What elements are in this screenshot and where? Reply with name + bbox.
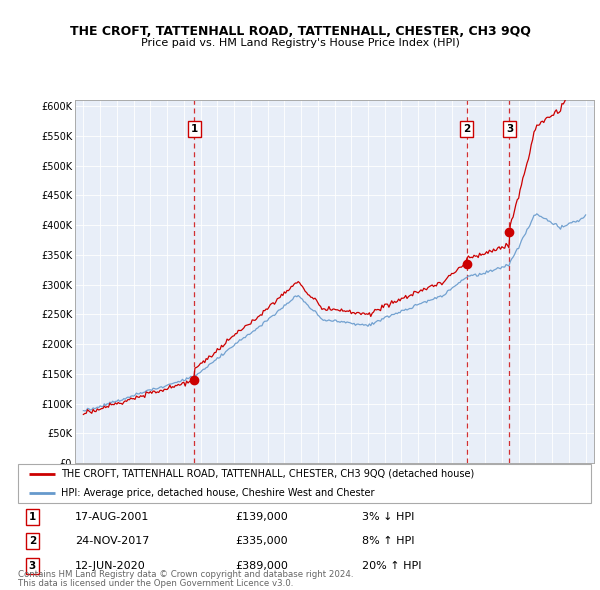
Text: 17-AUG-2001: 17-AUG-2001 bbox=[76, 512, 149, 522]
Text: 3: 3 bbox=[29, 560, 36, 571]
Text: 1: 1 bbox=[191, 124, 198, 135]
Text: 8% ↑ HPI: 8% ↑ HPI bbox=[362, 536, 415, 546]
Text: £335,000: £335,000 bbox=[236, 536, 289, 546]
Text: £139,000: £139,000 bbox=[236, 512, 289, 522]
Text: 3% ↓ HPI: 3% ↓ HPI bbox=[362, 512, 414, 522]
Text: THE CROFT, TATTENHALL ROAD, TATTENHALL, CHESTER, CH3 9QQ: THE CROFT, TATTENHALL ROAD, TATTENHALL, … bbox=[70, 25, 530, 38]
Text: THE CROFT, TATTENHALL ROAD, TATTENHALL, CHESTER, CH3 9QQ (detached house): THE CROFT, TATTENHALL ROAD, TATTENHALL, … bbox=[61, 469, 474, 479]
Text: Contains HM Land Registry data © Crown copyright and database right 2024.: Contains HM Land Registry data © Crown c… bbox=[18, 571, 353, 579]
Text: 20% ↑ HPI: 20% ↑ HPI bbox=[362, 560, 421, 571]
Text: 12-JUN-2020: 12-JUN-2020 bbox=[76, 560, 146, 571]
Text: Price paid vs. HM Land Registry's House Price Index (HPI): Price paid vs. HM Land Registry's House … bbox=[140, 38, 460, 48]
Text: HPI: Average price, detached house, Cheshire West and Chester: HPI: Average price, detached house, Ches… bbox=[61, 488, 374, 498]
Text: This data is licensed under the Open Government Licence v3.0.: This data is licensed under the Open Gov… bbox=[18, 579, 293, 588]
Text: 24-NOV-2017: 24-NOV-2017 bbox=[76, 536, 149, 546]
Text: 2: 2 bbox=[463, 124, 470, 135]
Text: 2: 2 bbox=[29, 536, 36, 546]
Text: £389,000: £389,000 bbox=[236, 560, 289, 571]
Text: 3: 3 bbox=[506, 124, 513, 135]
Text: 1: 1 bbox=[29, 512, 36, 522]
